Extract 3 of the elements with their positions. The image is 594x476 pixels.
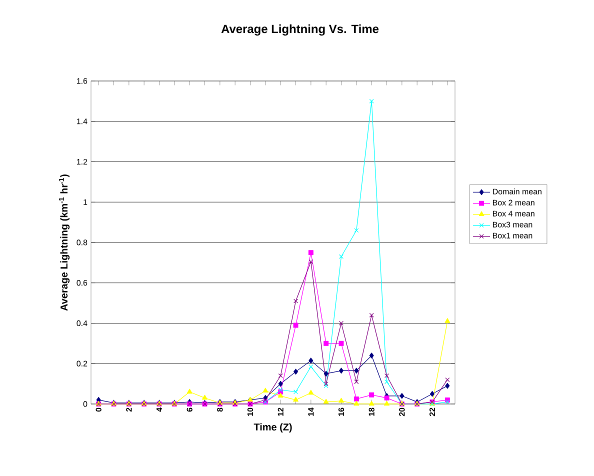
x-axis-title: Time (Z) (254, 423, 292, 432)
chart-title: Average Lightning Vs. Time (221, 24, 379, 36)
y-axis-title: Average Lightning (km$^{-1}$ hr$^{-1}$) (59, 174, 70, 311)
